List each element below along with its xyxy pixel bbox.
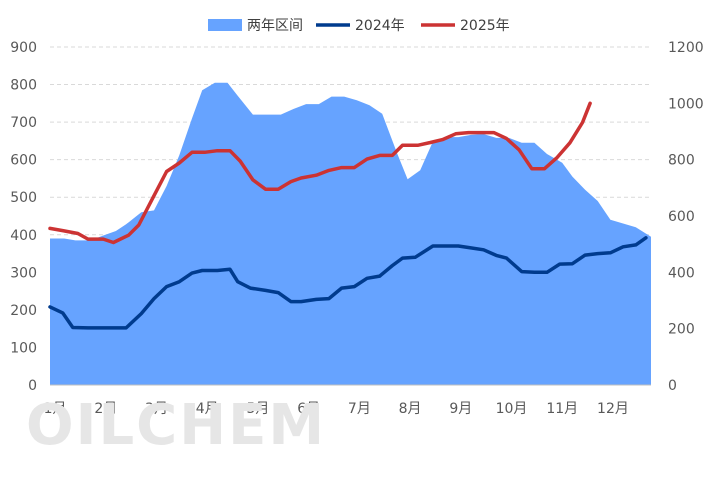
x-tick-label: 4月: [196, 401, 219, 417]
y-right-tick-label: 0: [668, 378, 677, 394]
x-tick-label: 6月: [297, 401, 320, 417]
y-left-tick-label: 400: [10, 228, 37, 244]
series-line-2024: [48, 236, 648, 330]
y-left-tick-label: 600: [10, 153, 37, 169]
y-left-tick-label: 800: [10, 78, 37, 94]
y-left-tick-label: 700: [10, 115, 37, 131]
legend: 两年区间 2024年 2025年: [208, 18, 510, 34]
series-line-2025: [48, 101, 592, 245]
x-tick-label: 12月: [597, 401, 629, 417]
y-right-tick-label: 400: [668, 265, 695, 281]
y-right-tick-label: 1000: [668, 96, 704, 112]
x-tick-label: 8月: [399, 401, 422, 417]
x-tick-label: 11月: [546, 401, 578, 417]
x-tick-label: 1月: [44, 401, 67, 417]
x-tick-label: 5月: [246, 401, 269, 417]
series-lines: [48, 101, 648, 330]
y-right-tick-label: 1200: [668, 40, 704, 56]
legend-label: 2025年: [460, 18, 510, 34]
y-left-tick-label: 200: [10, 303, 37, 319]
legend-label: 两年区间: [247, 18, 303, 34]
x-tick-label: 2月: [94, 401, 117, 417]
legend-label: 2024年: [355, 18, 405, 34]
x-tick-label: 10月: [496, 401, 528, 417]
y-left-tick-label: 300: [10, 265, 37, 281]
y-left-tick-label: 900: [10, 40, 37, 56]
range-band-area: [50, 82, 651, 385]
legend-swatch-band: [208, 19, 242, 31]
x-tick-label: 9月: [449, 401, 472, 417]
range-band-layer: [50, 82, 651, 385]
y-right-tick-label: 800: [668, 153, 695, 169]
x-tick-label: 7月: [348, 401, 371, 417]
y-right-tick-label: 200: [668, 322, 695, 338]
axes: 0 100 200 300 400 500 600 700 800 900 0 200 400 600 80…: [10, 40, 703, 417]
x-tick-label: 3月: [145, 401, 168, 417]
y-left-tick-label: 0: [28, 378, 37, 394]
y-right-tick-label: 600: [668, 209, 695, 225]
y-left-tick-label: 100: [10, 340, 37, 356]
watermark-text: OILCHEM: [26, 393, 326, 458]
y-left-tick-label: 500: [10, 190, 37, 206]
